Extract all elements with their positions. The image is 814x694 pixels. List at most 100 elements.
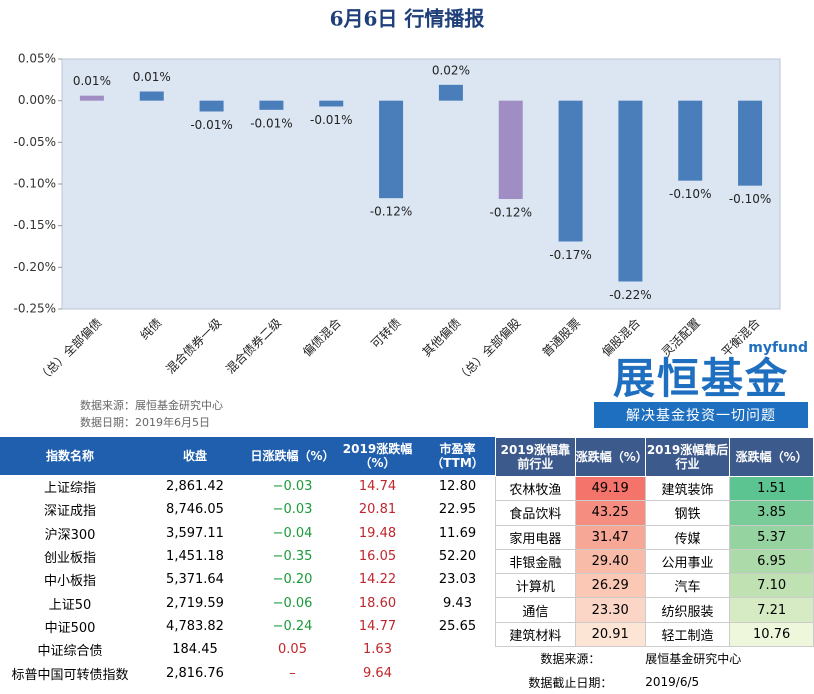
cell: 农林牧渔: [495, 475, 576, 502]
x-tick-label: 普通股票: [539, 316, 583, 360]
bar: [678, 100, 703, 181]
cell: [420, 661, 495, 684]
index-table: 指数名称 收盘 日涨跌幅（%） 2019涨跌幅（%） 市盈率（TTM） 上证综指 2,861…: [0, 437, 495, 685]
logo-brand: myfund: [748, 340, 808, 356]
cell: 家用电器: [495, 524, 576, 550]
row: 食品饮料 43.25 钢铁 3.85: [495, 500, 814, 526]
header-cell: 日涨跌幅（%）: [250, 437, 335, 475]
bar: [438, 84, 463, 101]
cell: 16.05: [358, 549, 397, 565]
row: 深证成指 8,746.05 −0.03 20.81 22.95: [0, 498, 495, 521]
cell: 沪深300: [44, 527, 96, 543]
cell: 10.76: [729, 621, 814, 648]
x-tick-label: 混合债券一级: [163, 315, 225, 377]
cell: 上证50: [48, 597, 92, 613]
cell: −0.20: [272, 572, 313, 588]
cell: 1,451.18: [166, 549, 224, 565]
row: 农林牧渔 49.19 建筑装饰 1.51: [495, 475, 814, 502]
cell: 创业板指: [43, 551, 96, 567]
bar: [498, 100, 523, 199]
cell: −0.04: [272, 525, 313, 541]
data-label: -0.10%: [669, 187, 711, 201]
cell: 14.77: [358, 618, 397, 634]
cell: 3,597.11: [166, 525, 224, 541]
cell: 12.80: [438, 479, 477, 495]
cell: 钢铁: [644, 500, 731, 526]
bar: [558, 100, 583, 242]
cell: 11.69: [438, 525, 477, 541]
logo: myfund 展恒基金 解决基金投资一切问题: [594, 340, 808, 428]
row: 计算机 26.29 汽车 7.10: [495, 573, 814, 599]
cell: 49.19: [574, 475, 646, 502]
data-label: -0.12%: [490, 206, 532, 220]
x-tick-label: 其他偏债: [419, 315, 464, 360]
x-tick-label: 偏债混合: [299, 315, 344, 360]
bar: [259, 100, 284, 110]
bar: [319, 100, 344, 107]
cell: 中小板指: [43, 574, 96, 590]
cell: 2,861.42: [166, 479, 224, 495]
header-cell: 市盈率（TTM）: [420, 437, 495, 475]
cell: 9.64: [363, 665, 392, 681]
row: 建筑材料 20.91 轻工制造 10.76: [495, 621, 814, 648]
row: 标普中国可转债指数 2,816.76 – 9.64: [0, 661, 495, 684]
bar: [738, 100, 763, 186]
cell: 食品饮料: [495, 500, 576, 526]
cell: 中证500: [44, 620, 96, 636]
cell: 标普中国可转债指数: [11, 667, 129, 683]
footer-label: 数据来源：: [540, 652, 601, 667]
cell: 建筑装饰: [644, 475, 731, 502]
y-tick-label: -0.20%: [14, 260, 56, 274]
cell: 29.40: [574, 548, 646, 575]
cell: 9.43: [443, 595, 472, 611]
cell: 2,816.76: [166, 665, 224, 681]
cell: 2,719.59: [166, 595, 224, 611]
row: 通信 23.30 纺织服装 7.21: [495, 597, 814, 623]
cell: 18.60: [358, 595, 397, 611]
cell: [420, 638, 495, 661]
cell: 轻工制造: [644, 621, 731, 648]
cell: 5,371.64: [166, 572, 224, 588]
bar: [199, 100, 224, 112]
header-row: 2019涨幅靠前行业 涨跌幅（%） 2019涨幅靠后行业 涨跌幅（%）: [495, 437, 814, 477]
cell: 3.85: [729, 500, 814, 526]
cell: 8,746.05: [166, 502, 224, 518]
industry-table: 2019涨幅靠前行业 涨跌幅（%） 2019涨幅靠后行业 涨跌幅（%） 农林牧渔 49.1…: [495, 437, 814, 694]
chart-title: 6月6日 行情播报: [330, 7, 485, 31]
cell: 52.20: [438, 549, 477, 565]
cell: 4,783.82: [166, 618, 224, 634]
data-label: -0.01%: [250, 116, 292, 130]
x-tick-label: （总）全部偏股: [453, 315, 523, 385]
cell: 20.81: [358, 502, 397, 518]
data-label: -0.01%: [190, 118, 232, 132]
bar: [379, 100, 404, 199]
data-label: -0.22%: [609, 288, 651, 302]
cell: 14.74: [358, 479, 397, 495]
header-cell: 涨跌幅（%）: [574, 437, 648, 477]
footer-value: 2019/6/5: [645, 675, 700, 690]
header-cell: 2019涨幅靠后行业: [644, 437, 731, 477]
cell: 传媒: [644, 524, 731, 550]
cell: 7.10: [729, 573, 814, 599]
cell: 计算机: [495, 573, 576, 599]
row: 创业板指 1,451.18 −0.35 16.05 52.20: [0, 545, 495, 568]
cell: 中证综合债: [37, 644, 103, 660]
x-tick-label: 纯债: [137, 316, 164, 343]
cell: 5.37: [729, 524, 814, 550]
row: 沪深300 3,597.11 −0.04 19.48 11.69: [0, 522, 495, 545]
cell: 1.51: [729, 475, 814, 502]
cell: 7.21: [729, 597, 814, 623]
bar: [618, 100, 643, 282]
y-tick-label: -0.25%: [14, 302, 56, 316]
y-tick-label: -0.15%: [14, 218, 56, 232]
logo-slogan: 解决基金投资一切问题: [594, 402, 808, 428]
cell: 31.47: [574, 524, 646, 550]
row: 非银金融 29.40 公用事业 6.95: [495, 548, 814, 575]
x-tick-label: 混合债券二级: [222, 315, 284, 377]
cell: 建筑材料: [495, 621, 576, 648]
cell: 1.63: [363, 642, 392, 658]
data-label: -0.01%: [310, 113, 352, 127]
row: 中证500 4,783.82 −0.24 14.77 25.65: [0, 615, 495, 638]
cell: 23.30: [574, 597, 646, 623]
cell: 19.48: [358, 525, 397, 541]
